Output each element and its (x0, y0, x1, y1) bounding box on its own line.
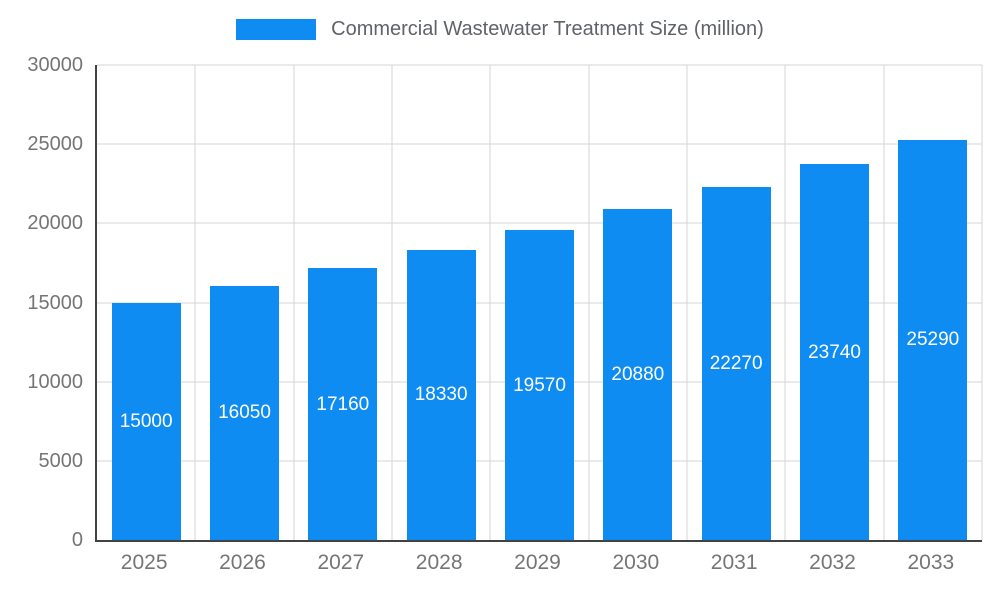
bar: 20880 (603, 209, 673, 540)
gridline-vertical (588, 65, 590, 540)
bar-value-label: 18330 (414, 384, 468, 406)
gridline-vertical (981, 65, 983, 540)
bar: 15000 (111, 302, 181, 540)
x-tick-label: 2027 (317, 551, 365, 574)
bar: 19570 (505, 230, 574, 540)
bar-value-label: 25290 (906, 329, 960, 351)
x-tick-label: 2032 (809, 551, 856, 574)
bar-value-label: 19570 (513, 374, 566, 396)
y-tick-label: 20000 (27, 212, 83, 235)
plot-area: 15000 16050 17160 18330 19570 20880 22270 23740… (95, 64, 983, 542)
bar-value-label: 16050 (218, 402, 271, 424)
y-tick-label: 30000 (27, 54, 83, 76)
bar: 22270 (701, 187, 771, 540)
y-tick-label: 5000 (38, 449, 84, 472)
bar-value-label: 22270 (709, 353, 763, 375)
gridline-horizontal (97, 143, 982, 145)
y-tick-label: 15000 (27, 291, 83, 314)
gridline-vertical (784, 65, 786, 540)
x-tick-label: 2031 (710, 551, 758, 574)
x-axis: 2025 2026 2027 2028 2029 2030 2031 2032 2033 (95, 542, 980, 582)
gridline-vertical (883, 65, 885, 540)
bar-value-label: 23740 (808, 341, 861, 363)
legend[interactable]: Commercial Wastewater Treatment Size (mi… (0, 18, 1000, 41)
y-axis: 0 5000 10000 15000 20000 25000 30000 (0, 55, 84, 550)
bar: 16050 (210, 285, 279, 540)
gridline-horizontal (97, 222, 982, 224)
y-tick-label: 25000 (27, 133, 83, 156)
x-tick-label: 2025 (120, 551, 168, 574)
bar: 18330 (406, 249, 476, 540)
x-tick-label: 2030 (612, 551, 660, 574)
bar: 17160 (308, 268, 378, 540)
x-tick-label: 2028 (415, 551, 463, 574)
bar-value-label: 20880 (611, 364, 665, 386)
bar-value-label: 15000 (119, 410, 173, 432)
gridline-vertical (194, 65, 196, 540)
gridline-vertical (391, 65, 393, 540)
gridline-vertical (293, 65, 295, 540)
y-tick-label: 10000 (27, 370, 83, 393)
x-tick-label: 2033 (907, 551, 955, 574)
bar-value-label: 17160 (316, 393, 370, 415)
x-tick-label: 2029 (514, 551, 561, 574)
y-tick-label: 0 (71, 529, 83, 551)
bar: 25290 (898, 139, 968, 540)
gridline-horizontal (97, 64, 982, 66)
bar: 23740 (800, 164, 869, 540)
gridline-vertical (686, 65, 688, 540)
legend-swatch (236, 19, 317, 40)
legend-label: Commercial Wastewater Treatment Size (mi… (331, 18, 764, 40)
gridline-vertical (489, 65, 491, 540)
x-tick-label: 2026 (219, 551, 266, 574)
